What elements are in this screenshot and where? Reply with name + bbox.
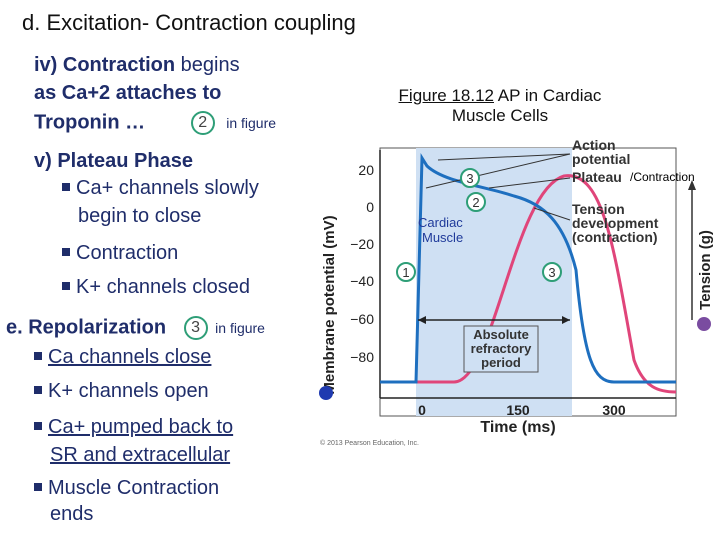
figure-caption: Figure 18.12 AP in Cardiac Muscle Cells bbox=[330, 86, 670, 126]
marker-3-badge: 3 bbox=[183, 316, 208, 340]
caption-text-line2: Muscle Cells bbox=[451, 106, 549, 125]
bullet-item: Muscle Contraction bbox=[34, 477, 219, 500]
x-axis-label: Time (ms) bbox=[480, 419, 555, 436]
potential-dot bbox=[319, 386, 333, 400]
x-tick-300: 300 bbox=[602, 402, 626, 418]
section-iv-line1: iv) Contraction begins bbox=[34, 54, 240, 77]
marker-2 bbox=[466, 192, 486, 212]
y-tick-m40: −40 bbox=[350, 273, 374, 289]
plateau-label: Plateau bbox=[572, 169, 622, 185]
marker-2-badge: 2 bbox=[190, 111, 215, 135]
cardiac-ap-figure: Membrane potential (mV) 20 0 −20 −40 −60… bbox=[319, 137, 714, 447]
marker-3-top bbox=[460, 168, 480, 188]
in-figure-note: in figure bbox=[215, 320, 265, 337]
bullet-item: Ca+ pumped back to bbox=[34, 416, 233, 439]
tension-dot bbox=[697, 317, 711, 331]
section-v-heading: v) Plateau Phase bbox=[34, 150, 193, 172]
troponin-text: Troponin … bbox=[34, 111, 146, 134]
in-figure-note: in figure bbox=[226, 115, 277, 132]
phase-markers: 3 2 1 3 bbox=[396, 168, 562, 282]
marker-1 bbox=[396, 262, 416, 282]
contraction-label: /Contraction bbox=[630, 170, 695, 184]
slide-title: d. Excitation- Contraction coupling bbox=[22, 10, 356, 35]
section-iv-rest: begins bbox=[175, 54, 240, 76]
bullet-item: K+ channels closed bbox=[62, 276, 250, 299]
figure-number: Figure 18.12 bbox=[398, 86, 494, 105]
svg-text:1: 1 bbox=[402, 265, 409, 280]
bullet-continuation: SR and extracellular bbox=[50, 444, 231, 466]
bullet-item: Ca channels close bbox=[34, 346, 211, 369]
svg-text:3: 3 bbox=[466, 171, 473, 186]
bullet-item: Ca+ channels slowly bbox=[62, 177, 259, 200]
action-potential-label: Action potential bbox=[572, 137, 630, 167]
y-tick-m20: −20 bbox=[350, 236, 374, 252]
bullet-item: K+ channels open bbox=[34, 380, 209, 403]
section-iv-bold: iv) Contraction bbox=[34, 54, 176, 76]
y-tick-20: 20 bbox=[358, 162, 374, 178]
tension-development-label: Tension development (contraction) bbox=[572, 201, 659, 245]
tension-axis-label: Tension (g) bbox=[697, 230, 714, 310]
x-tick-labels: 0 150 300 bbox=[418, 402, 626, 418]
y-tick-m60: −60 bbox=[350, 311, 374, 327]
bullet-continuation: ends bbox=[50, 503, 94, 525]
caption-text: AP in Cardiac bbox=[497, 86, 602, 105]
cardiac-muscle-label: Cardiac Muscle bbox=[418, 215, 463, 245]
section-e-heading: e. Repolarization 3 in figure bbox=[6, 316, 265, 340]
refractory-label: Absolute refractory period bbox=[471, 327, 532, 370]
section-iv-line3: Troponin … 2 in figure bbox=[34, 111, 276, 135]
action-potential-curve bbox=[380, 152, 676, 384]
marker-3-right bbox=[542, 262, 562, 282]
svg-text:3: 3 bbox=[548, 265, 555, 280]
bullet-continuation: begin to close bbox=[78, 205, 202, 227]
y-tick-labels: 20 0 −20 −40 −60 −80 bbox=[350, 162, 374, 365]
refractory-label-box bbox=[463, 325, 539, 373]
copyright: © 2013 Pearson Education, Inc. bbox=[320, 439, 419, 447]
bullet-item: Contraction bbox=[62, 242, 178, 265]
svg-text:2: 2 bbox=[472, 195, 479, 210]
y-tick-0: 0 bbox=[366, 199, 374, 215]
section-iv-line2: as Ca+2 attaches to bbox=[34, 82, 222, 104]
membrane-potential-label: Membrane potential (mV) bbox=[321, 215, 338, 394]
x-tick-0: 0 bbox=[418, 402, 426, 418]
x-tick-150: 150 bbox=[506, 402, 530, 418]
y-tick-m80: −80 bbox=[350, 349, 374, 365]
